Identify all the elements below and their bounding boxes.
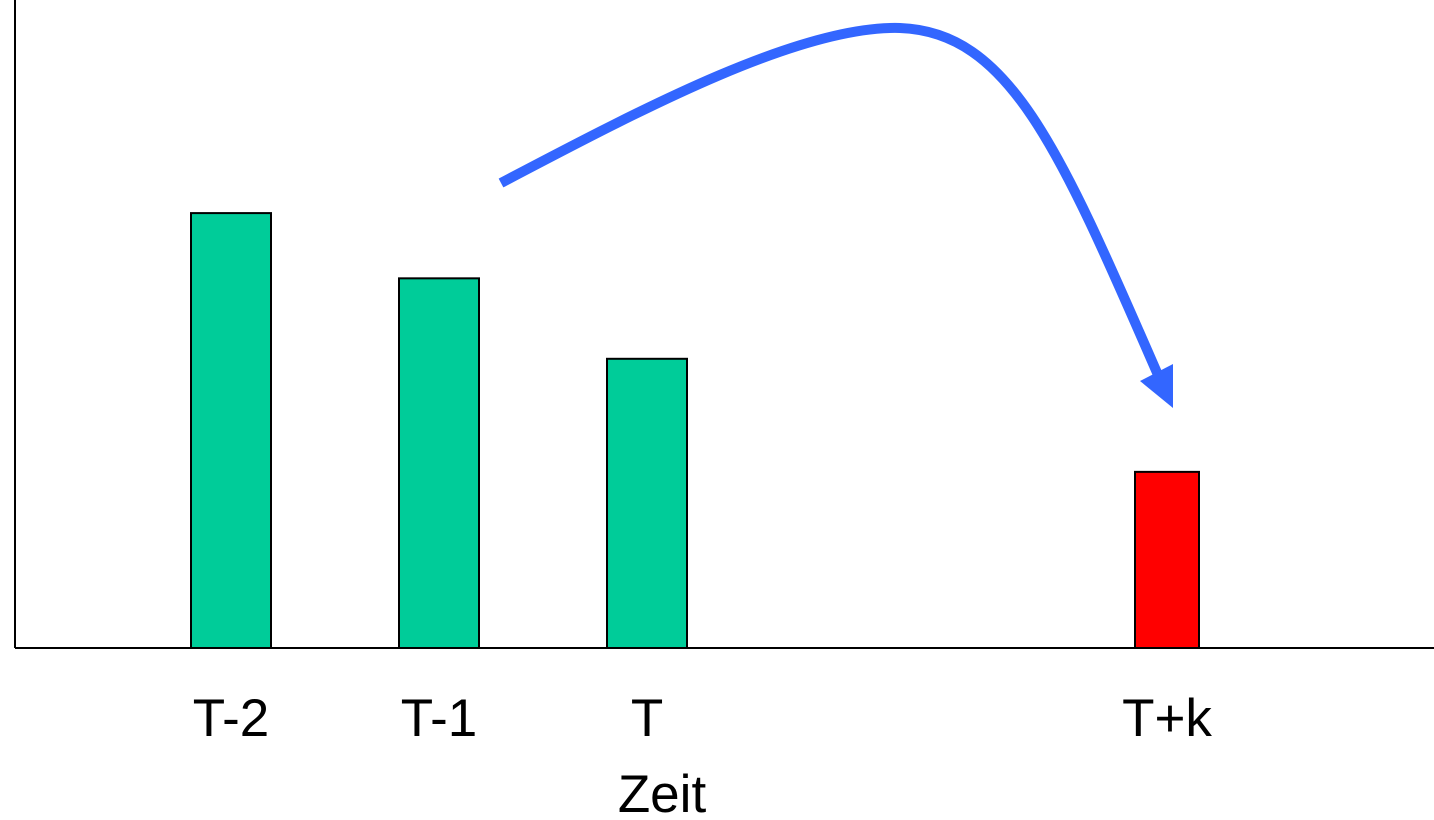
x-tick-label: T bbox=[631, 689, 663, 748]
tick-labels-group: T-2 T-1 T T+k bbox=[193, 689, 1213, 748]
x-tick-label: T+k bbox=[1122, 689, 1212, 748]
bar-T-2 bbox=[190, 212, 272, 649]
x-axis-title: Zeit bbox=[618, 765, 707, 820]
forecast-arrowhead bbox=[1140, 364, 1173, 408]
bar-T bbox=[606, 357, 688, 649]
forecast-arrow bbox=[498, 22, 1163, 377]
bar-T+k bbox=[1134, 470, 1200, 650]
bars-group bbox=[190, 212, 1200, 650]
bar-T-1 bbox=[398, 277, 480, 649]
x-tick-label: T-1 bbox=[401, 689, 478, 748]
x-tick-label: T-2 bbox=[193, 689, 270, 748]
